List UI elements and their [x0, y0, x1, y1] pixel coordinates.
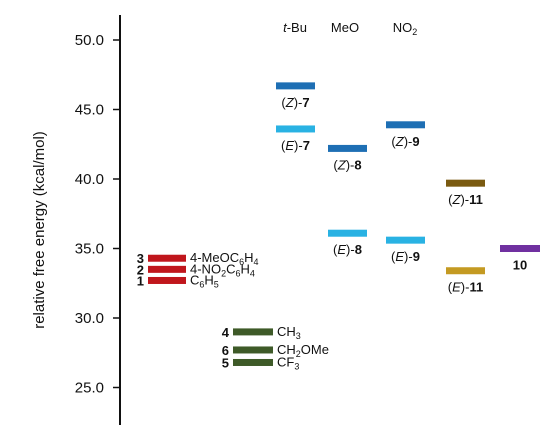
energy-level-bar — [386, 236, 425, 244]
y-tick-label: 50.0 — [75, 32, 104, 49]
energy-level-bar — [328, 144, 367, 152]
energy-level-bar — [233, 346, 273, 354]
energy-level-bar — [148, 265, 186, 273]
column-header: MeO — [331, 20, 359, 35]
compound-number-label: 6 — [222, 343, 229, 358]
y-tick-label: 35.0 — [75, 241, 104, 258]
energy-level-bar — [386, 121, 425, 129]
substituent-label: 4-MeOC6H4 — [190, 250, 259, 267]
y-tick-label: 30.0 — [75, 310, 104, 327]
substituent-label: CF3 — [277, 354, 299, 371]
compound-number-label: 1 — [137, 273, 144, 288]
energy-level-bar — [446, 179, 485, 187]
isomer-label: (Z)-7 — [281, 95, 309, 110]
energy-level-bar — [148, 254, 186, 262]
substituent-label: 4-NO2C6H4 — [190, 261, 255, 278]
compound-number-label: 10 — [513, 258, 527, 273]
substituent-label: CH3 — [277, 324, 301, 341]
energy-level-bar — [148, 276, 186, 284]
y-tick-label: 40.0 — [75, 171, 104, 188]
substituent-label: C6H5 — [190, 272, 219, 289]
energy-level-bar — [276, 125, 315, 133]
energy-level-bar — [500, 245, 540, 252]
isomer-label: (Z)-9 — [391, 134, 419, 149]
compound-number-label: 5 — [222, 355, 229, 370]
compound-number-label: 2 — [137, 262, 144, 277]
isomer-label: (Z)-11 — [448, 192, 483, 207]
energy-level-bar — [446, 267, 485, 275]
isomer-label: (E)-8 — [333, 242, 362, 257]
energy-level-bar — [328, 229, 367, 237]
y-tick-label: 45.0 — [75, 102, 104, 119]
isomer-label: (Z)-8 — [333, 157, 361, 172]
isomer-label: (E)-9 — [391, 249, 420, 264]
y-axis: 50.0 45.0 40.0 35.0 30.0 25.0 relative free en… — [31, 15, 121, 425]
y-tick-label: 25.0 — [75, 380, 104, 397]
energy-levels: 3 4-MeOC6H4 2 4-NO2C6H4 1 C6H5 4 CH3 6 CH2OMe 5 CF3… — [137, 82, 540, 371]
column-header: t-Bu — [283, 20, 307, 35]
isomer-label: (E)-7 — [281, 138, 310, 153]
column-headers: t-Bu MeO NO2 — [283, 20, 417, 37]
isomer-label: (E)-11 — [448, 280, 483, 295]
energy-level-bar — [233, 328, 273, 336]
compound-number-label: 3 — [137, 251, 144, 266]
column-header: NO2 — [393, 20, 418, 37]
compound-number-label: 4 — [222, 325, 230, 340]
energy-level-bar — [276, 82, 315, 90]
energy-level-bar — [233, 358, 273, 366]
y-axis-label: relative free energy (kcal/mol) — [31, 131, 48, 329]
substituent-label: CH2OMe — [277, 342, 329, 359]
